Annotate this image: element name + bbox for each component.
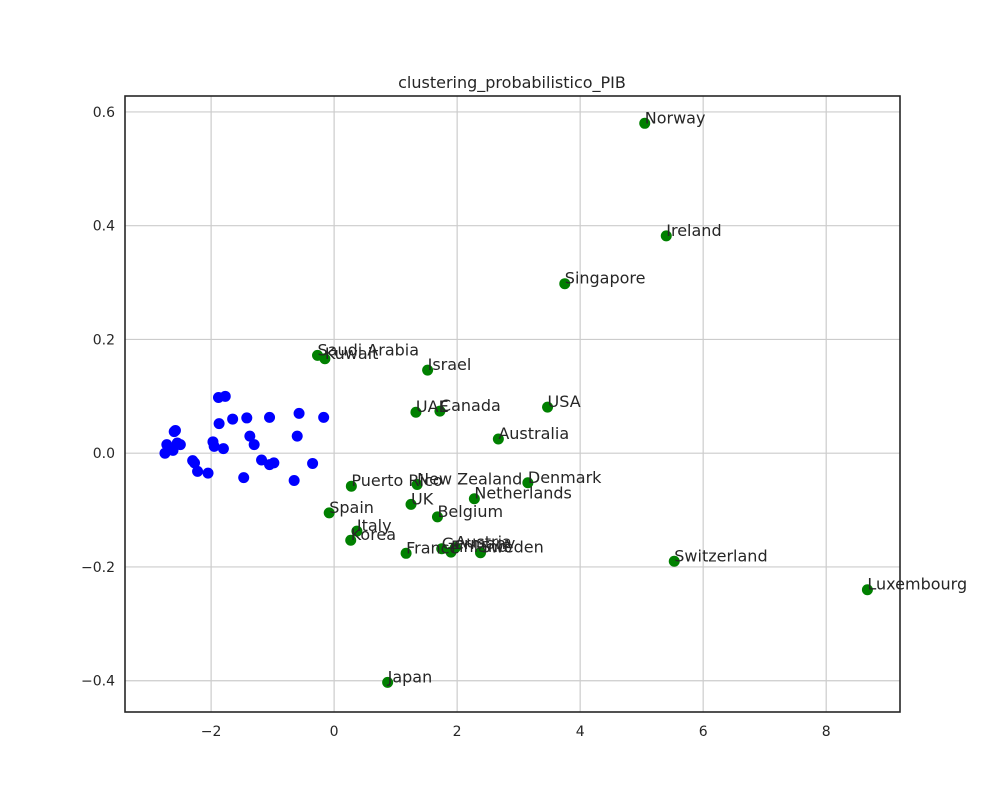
- data-point: [542, 401, 554, 413]
- data-point: [351, 525, 363, 537]
- data-point: [400, 547, 412, 559]
- data-point: [248, 439, 260, 451]
- data-point: [293, 407, 305, 419]
- grid: [125, 96, 900, 712]
- point-label: Japan: [387, 667, 433, 686]
- data-point: [238, 472, 250, 484]
- data-point: [192, 465, 204, 477]
- point-label: France: [406, 538, 459, 557]
- data-point: [268, 457, 280, 469]
- x-tick-label: 0: [330, 724, 339, 740]
- data-point: [217, 443, 229, 455]
- point-label: UK: [411, 489, 434, 508]
- data-point: [411, 478, 423, 490]
- data-point: [345, 480, 357, 492]
- data-point: [422, 364, 434, 376]
- point-label: Korea: [351, 525, 396, 544]
- point-label: USA: [548, 392, 581, 411]
- point-label: Singapore: [565, 269, 646, 288]
- point-labels: Norway Ireland Singapore Saudi ArabiaKuwait…: [318, 108, 968, 686]
- data-point: [288, 475, 300, 487]
- point-label: Denmark: [528, 468, 602, 487]
- x-tick-label: 6: [699, 724, 708, 740]
- y-tick-label: 0.2: [93, 332, 115, 348]
- chart-title: clustering_probabilistico_PIB: [398, 73, 626, 93]
- point-label: Ireland: [666, 221, 721, 240]
- y-tick-label: 0.6: [93, 105, 115, 121]
- point-label: Italy: [357, 516, 392, 535]
- y-tick-label: −0.2: [81, 560, 115, 576]
- data-point: [202, 467, 214, 479]
- data-point: [431, 511, 443, 523]
- point-label: Israel: [428, 355, 472, 374]
- data-point: [318, 411, 330, 423]
- y-tick-label: 0.0: [93, 446, 115, 462]
- data-point: [861, 584, 873, 596]
- x-tick-label: 8: [822, 724, 831, 740]
- x-axis-ticks: −2 0 2 4 6 8: [201, 724, 831, 740]
- data-point: [244, 430, 256, 442]
- y-tick-label: 0.4: [93, 219, 115, 235]
- point-label: Australia: [498, 424, 569, 443]
- data-point: [405, 498, 417, 510]
- data-point: [668, 555, 680, 567]
- data-point: [256, 454, 268, 466]
- data-point: [522, 477, 534, 489]
- data-point: [382, 676, 394, 688]
- data-point: [345, 534, 357, 546]
- data-point: [410, 406, 422, 418]
- x-tick-label: 2: [453, 724, 462, 740]
- data-point: [174, 439, 186, 451]
- data-point: [492, 433, 504, 445]
- point-label: New Zealand: [417, 469, 522, 488]
- point-label: Canada: [440, 396, 501, 415]
- plot-frame: [124, 95, 901, 713]
- data-point: [291, 430, 303, 442]
- y-axis-ticks: −0.4 −0.2 0.0 0.2 0.4 0.6: [81, 105, 115, 690]
- data-point: [436, 543, 448, 555]
- point-label: Netherlands: [474, 484, 572, 503]
- point-label: Finland: [451, 537, 508, 556]
- data-point: [264, 411, 276, 423]
- data-point: [241, 412, 253, 424]
- point-label: Luxembourg: [867, 575, 967, 594]
- data-point: [189, 457, 201, 469]
- data-point: [323, 507, 335, 519]
- data-points: [159, 117, 873, 688]
- point-label: Kuwait: [325, 344, 378, 363]
- point-label: Austria: [455, 533, 512, 552]
- point-label: Germany: [442, 534, 516, 553]
- x-tick-label: −2: [201, 724, 222, 740]
- data-point: [660, 230, 672, 242]
- data-point: [169, 424, 181, 436]
- data-point: [434, 405, 446, 417]
- point-label: Norway: [645, 108, 706, 127]
- point-label: Puerto Rico: [351, 471, 442, 490]
- data-point: [307, 457, 319, 469]
- data-point: [468, 493, 480, 505]
- y-tick-label: −0.4: [81, 674, 115, 690]
- data-point: [639, 117, 651, 129]
- data-point: [475, 547, 487, 559]
- point-label: Sweden: [481, 538, 544, 557]
- point-label: Saudi Arabia: [318, 340, 420, 359]
- data-point: [208, 440, 220, 452]
- data-point: [227, 413, 239, 425]
- data-point: [219, 390, 231, 402]
- data-point: [319, 353, 331, 365]
- point-label: Switzerland: [674, 546, 767, 565]
- x-tick-label: 4: [576, 724, 585, 740]
- point-label: Belgium: [437, 502, 503, 521]
- point-label: Spain: [329, 498, 374, 517]
- data-point: [445, 546, 457, 558]
- point-label: UAE: [416, 397, 449, 416]
- data-point: [213, 418, 225, 430]
- data-point: [559, 278, 571, 290]
